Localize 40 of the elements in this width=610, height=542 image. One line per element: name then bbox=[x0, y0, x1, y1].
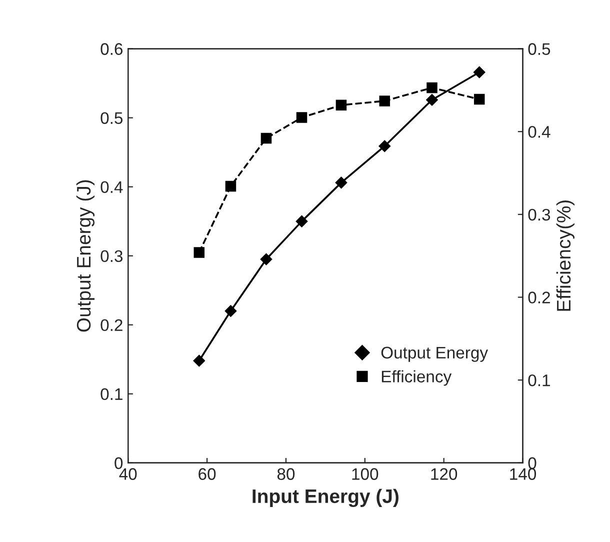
point bbox=[335, 176, 348, 189]
x-axis-title: Input Energy (J) bbox=[252, 488, 398, 508]
x-tick-label: 140 bbox=[510, 468, 536, 480]
y-tick-label: 0.2 bbox=[100, 319, 122, 332]
y-tick-label: 0.6 bbox=[100, 43, 123, 55]
point bbox=[260, 132, 272, 144]
y2-axis-title: Efficiency(%) bbox=[556, 200, 574, 311]
y-axis-title: Output Energy (J) bbox=[76, 180, 95, 332]
y2-tick-label: 0.2 bbox=[528, 292, 550, 304]
y2-tick-label: 0.1 bbox=[528, 374, 550, 386]
y2-tick-label: 0.3 bbox=[528, 208, 550, 221]
legend-label: Efficiency bbox=[382, 370, 452, 386]
x-tick-label: 60 bbox=[198, 468, 216, 480]
point bbox=[225, 180, 236, 192]
legend-label: Output Energy bbox=[381, 346, 488, 362]
y-tick-label: 0.4 bbox=[100, 181, 123, 194]
point bbox=[194, 247, 205, 258]
point bbox=[336, 100, 347, 110]
x-tick-label: 80 bbox=[277, 468, 295, 480]
point bbox=[193, 354, 206, 367]
x-tick-label: 40 bbox=[119, 468, 137, 480]
point bbox=[296, 215, 308, 228]
point bbox=[426, 82, 438, 94]
x-tick-label: 100 bbox=[352, 468, 378, 480]
point bbox=[426, 94, 438, 106]
y2-tick-label: 0 bbox=[528, 457, 536, 470]
y-tick-label: 0.1 bbox=[100, 388, 122, 400]
y2-tick-label: 0.4 bbox=[528, 126, 550, 138]
point bbox=[260, 253, 272, 266]
point bbox=[224, 305, 237, 317]
y-tick-label: 0 bbox=[114, 457, 123, 470]
x-tick-label: 120 bbox=[431, 468, 458, 480]
point bbox=[379, 96, 390, 106]
point bbox=[474, 94, 485, 105]
point bbox=[378, 140, 391, 152]
point bbox=[296, 112, 308, 123]
y2-tick-label: 0.5 bbox=[528, 43, 550, 55]
y-tick-label: 0.3 bbox=[100, 250, 123, 262]
point bbox=[473, 66, 486, 78]
y-tick-label: 0.5 bbox=[100, 112, 123, 124]
